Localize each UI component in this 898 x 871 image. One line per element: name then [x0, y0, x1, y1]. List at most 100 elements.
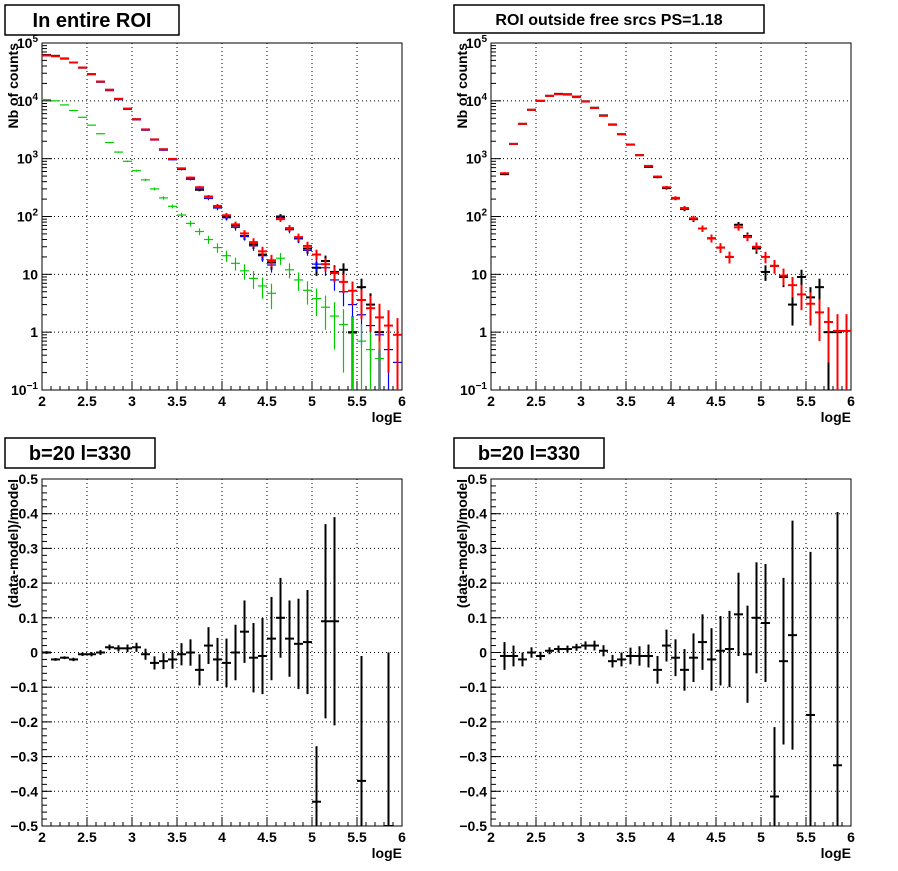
data-point — [590, 640, 599, 651]
y-tick-label: 0.5 — [19, 471, 39, 487]
data-point — [177, 643, 186, 666]
x-tick-label: 2.5 — [77, 393, 97, 409]
x-tick-label: 4 — [667, 393, 675, 409]
chart-panel-4: 2 2.5 3 3.5 4 4.5 5 5.5 6 −0.5 −0.4 −0.3 −0.2 −0.1 0 0.… — [453, 437, 855, 861]
data-point — [222, 638, 231, 688]
y-tick-label: −0.1 — [10, 679, 38, 695]
data-point — [195, 654, 204, 686]
x-tick-label: 4.5 — [257, 829, 277, 845]
y-tick-label: 10−1 — [11, 381, 38, 398]
data-point — [563, 645, 572, 653]
data-point — [662, 185, 671, 189]
x-tick-label: 2 — [487, 393, 495, 409]
data-point — [168, 157, 177, 160]
data-point — [276, 252, 285, 265]
data-point — [815, 299, 824, 342]
data-point — [267, 254, 276, 268]
data-point — [303, 281, 312, 305]
data-point — [689, 633, 698, 682]
data-point — [644, 644, 653, 668]
data-point — [581, 641, 590, 650]
y-tick-label: 0.1 — [19, 610, 39, 626]
x-tick-label: 5 — [308, 829, 316, 845]
y-tick-label: −0.2 — [459, 714, 487, 730]
data-point — [330, 302, 339, 350]
data-point — [806, 292, 815, 326]
y-tick-label: −0.3 — [459, 749, 487, 765]
data-point — [357, 655, 366, 826]
data-point — [779, 577, 788, 745]
y-tick-label: 10 — [471, 266, 487, 282]
data-point — [267, 283, 276, 310]
x-tick-label: 3 — [577, 393, 585, 409]
chart-title: ROI outside free srcs PS=1.18 — [495, 12, 722, 29]
data-point — [536, 651, 545, 661]
x-tick-label: 5 — [757, 829, 765, 845]
series-1 — [42, 517, 393, 826]
data-point — [761, 564, 770, 682]
y-axis-label: (data-model)/model — [454, 479, 470, 608]
data-point — [653, 655, 662, 684]
data-point — [249, 271, 258, 289]
data-point — [572, 643, 581, 651]
x-tick-label: 5.5 — [796, 829, 816, 845]
chart-title: In entire ROI — [33, 10, 152, 32]
data-point — [276, 577, 285, 658]
data-point — [734, 572, 743, 656]
data-point — [114, 645, 123, 652]
data-point — [132, 642, 141, 652]
x-tick-label: 3.5 — [616, 829, 636, 845]
y-tick-label: 0.1 — [468, 610, 488, 626]
data-point — [375, 341, 384, 390]
y-tick-label: −0.4 — [10, 783, 38, 799]
data-layer — [42, 54, 402, 390]
data-point — [545, 647, 554, 655]
x-tick-label: 6 — [847, 829, 855, 845]
data-point — [204, 627, 213, 664]
x-tick-label: 4 — [667, 829, 675, 845]
y-tick-label: −0.5 — [459, 818, 487, 834]
data-point — [626, 143, 635, 146]
data-point — [743, 605, 752, 703]
data-point — [231, 624, 240, 681]
data-point — [536, 99, 545, 102]
data-point — [141, 128, 150, 131]
x-tick-label: 2 — [38, 393, 46, 409]
series-2 — [500, 93, 851, 390]
data-point — [833, 511, 842, 826]
data-point — [123, 160, 132, 163]
data-point — [357, 289, 366, 319]
y-tick-label: 0.2 — [468, 575, 488, 591]
data-point — [321, 295, 330, 330]
data-point — [312, 249, 321, 261]
data-point — [330, 266, 339, 283]
data-point — [348, 281, 357, 306]
y-tick-label: 0.3 — [468, 540, 488, 556]
data-point — [698, 225, 707, 232]
data-point — [788, 276, 797, 298]
data-point — [366, 332, 375, 390]
data-point — [788, 520, 797, 750]
chart-title: b=20 l=330 — [29, 443, 131, 465]
y-tick-label: 104 — [17, 92, 39, 109]
chart-title: b=20 l=330 — [478, 443, 580, 465]
data-point — [716, 616, 725, 686]
x-tick-label: 3.5 — [616, 393, 636, 409]
data-point — [51, 100, 60, 102]
data-point — [617, 652, 626, 667]
data-point — [626, 647, 635, 665]
data-point — [69, 109, 78, 112]
data-point — [752, 242, 761, 252]
data-point — [321, 524, 330, 719]
data-point — [554, 645, 563, 653]
data-point — [51, 658, 60, 661]
x-tick-label: 4.5 — [257, 393, 277, 409]
x-tick-label: 5.5 — [796, 393, 816, 409]
data-point — [231, 221, 240, 228]
x-axis-label: logE — [821, 409, 851, 425]
data-point — [285, 263, 294, 279]
y-tick-label: −0.4 — [459, 783, 487, 799]
data-point — [42, 651, 51, 654]
data-point — [833, 314, 842, 390]
x-tick-label: 2.5 — [526, 393, 546, 409]
